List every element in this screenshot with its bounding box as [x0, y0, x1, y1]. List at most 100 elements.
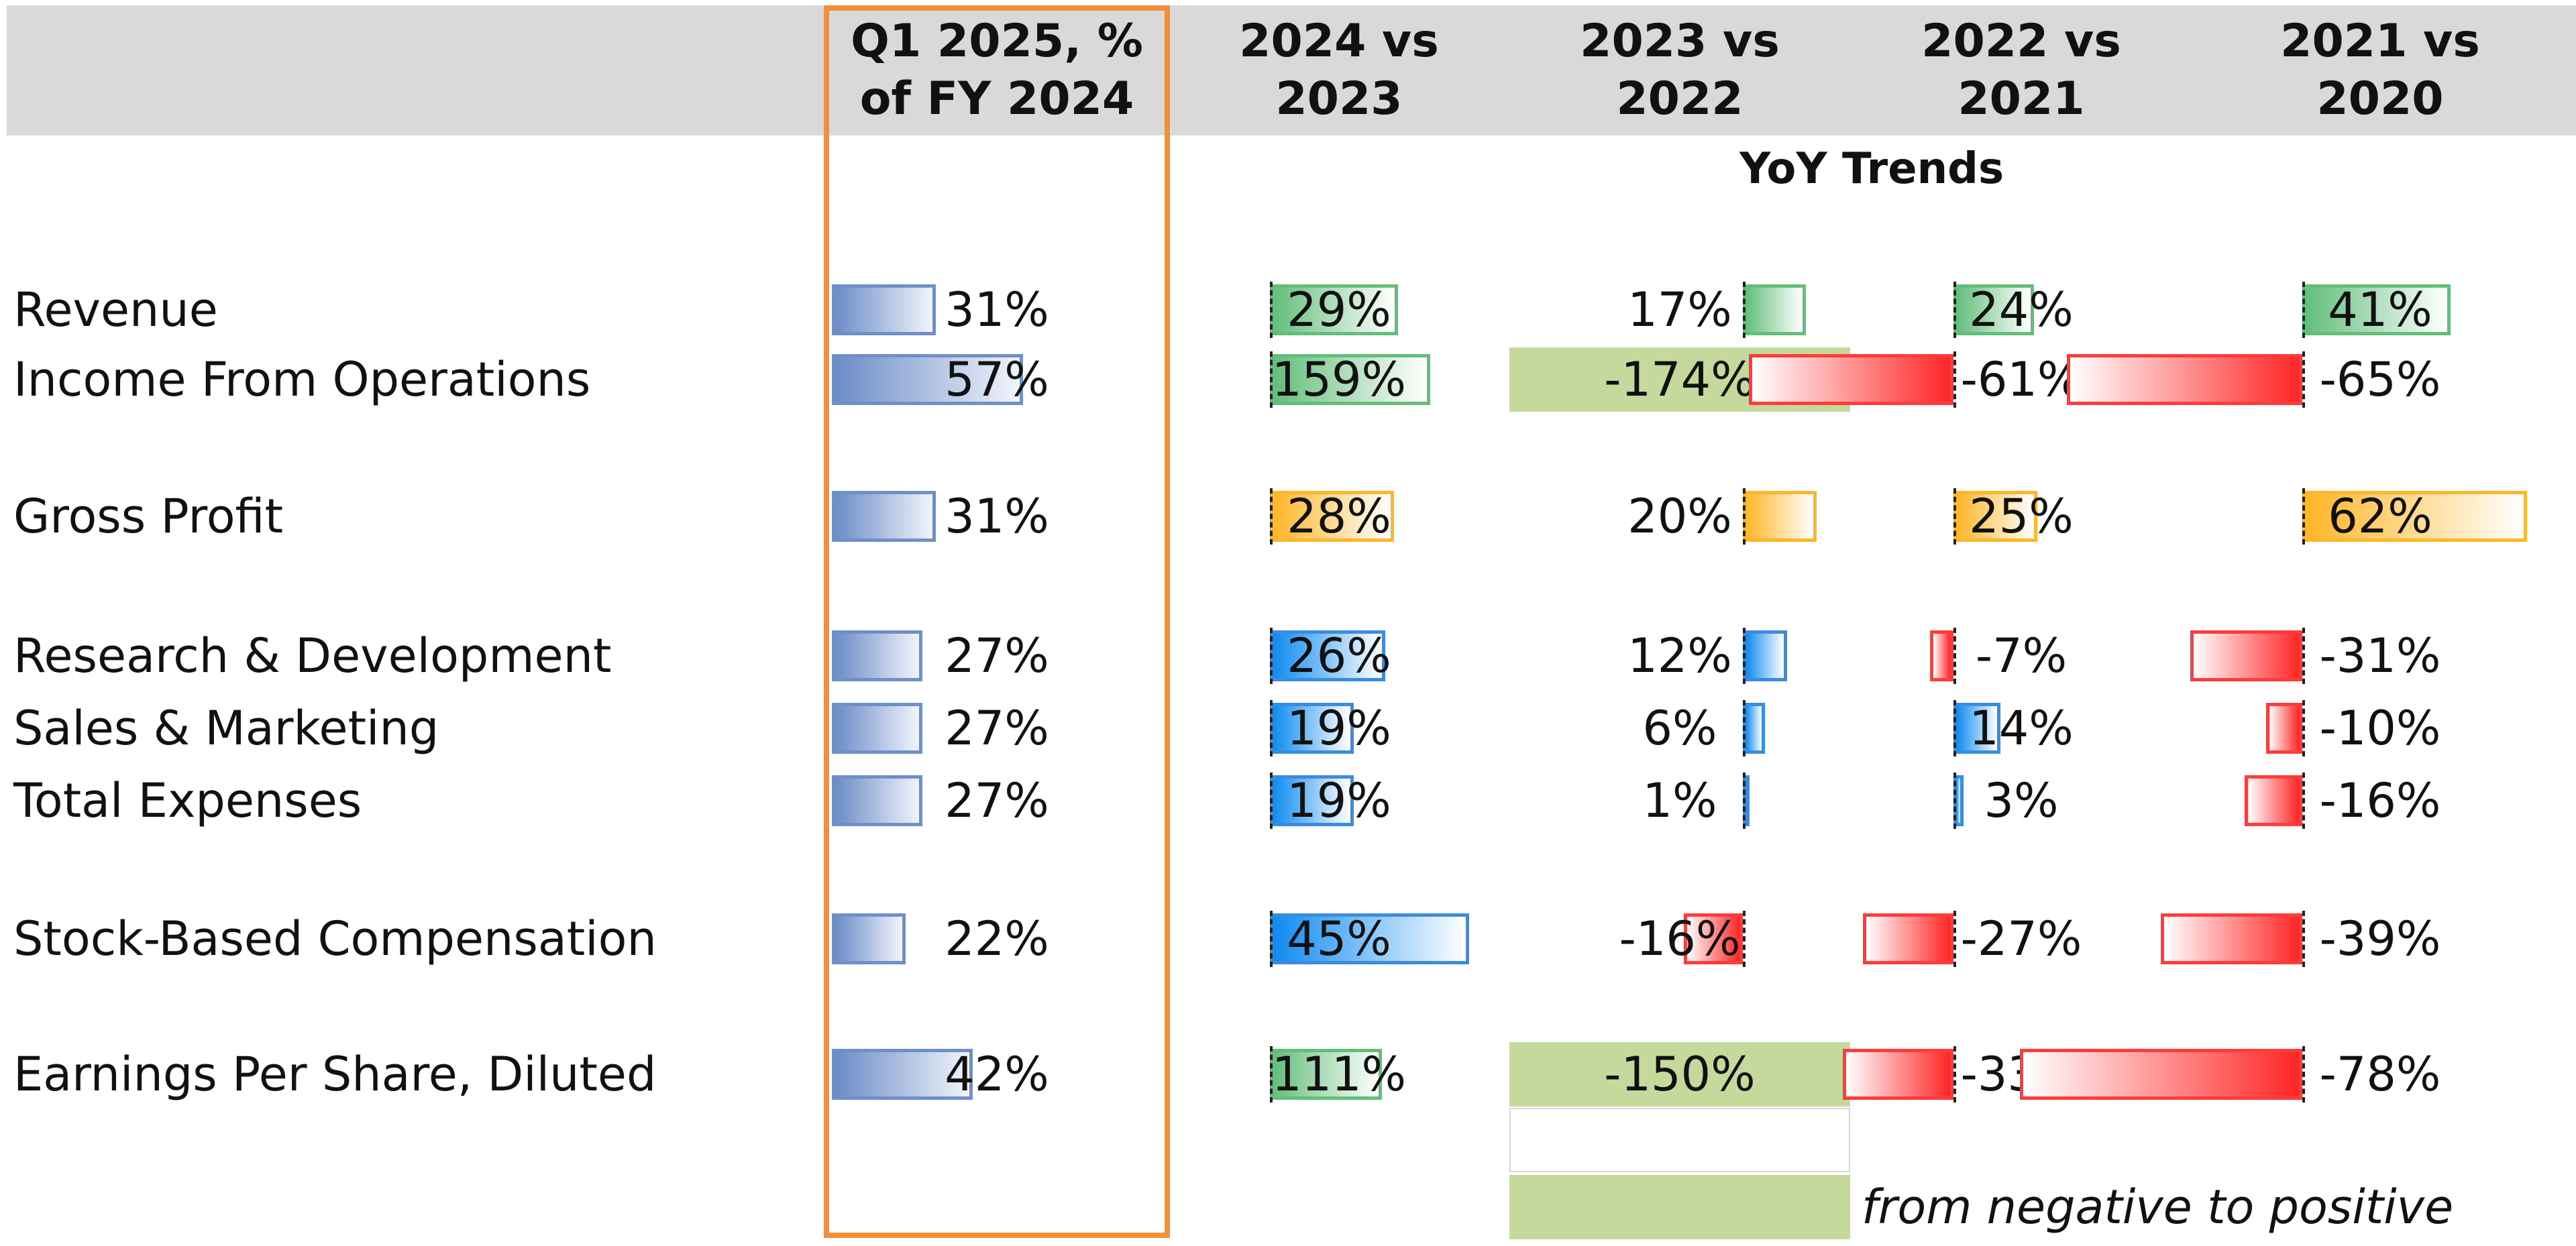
value-y22-stock-based-compensation: -27%	[1960, 911, 2082, 966]
axis-y21-research-development	[2302, 628, 2305, 684]
bar-y23-gross-profit	[1743, 491, 1817, 542]
axis-y23-research-development	[1743, 628, 1746, 684]
row-label-earnings-per-share-diluted: Earnings Per Share, Diluted	[13, 1047, 657, 1102]
value-y24-gross-profit: 28%	[1287, 489, 1391, 544]
bar-y21-revenue	[2302, 284, 2451, 335]
bar-y23-revenue	[1743, 284, 1806, 335]
value-y22-income-from-operations: -61%	[1960, 352, 2082, 407]
value-y23-sales-marketing: 6%	[1642, 701, 1717, 756]
value-y24-stock-based-compensation: 45%	[1287, 911, 1391, 966]
axis-y24-research-development	[1270, 628, 1273, 684]
axis-y22-gross-profit	[1953, 488, 1956, 545]
value-y23-research-development: 12%	[1627, 628, 1732, 683]
bar-y21-total-expenses	[2244, 775, 2302, 826]
value-y22-sales-marketing: 14%	[1969, 701, 2074, 756]
bar-q1-income-from-operations	[832, 354, 1023, 405]
axis-y22-sales-marketing	[1953, 700, 1956, 756]
value-q1-stock-based-compensation: 22%	[945, 911, 1049, 966]
axis-y24-revenue	[1270, 282, 1273, 338]
axis-y21-earnings-per-share-diluted	[2302, 1046, 2305, 1102]
column-header-2022-vs-2021: 2022 vs 2021	[1921, 15, 2121, 125]
value-q1-earnings-per-share-diluted: 42%	[945, 1047, 1049, 1102]
axis-y23-stock-based-compensation	[1743, 911, 1746, 967]
axis-y24-earnings-per-share-diluted	[1270, 1046, 1273, 1102]
bar-y23-sales-marketing	[1743, 703, 1765, 754]
axis-y22-revenue	[1953, 282, 1956, 338]
row-label-sales-marketing: Sales & Marketing	[13, 701, 439, 756]
axis-y23-gross-profit	[1743, 488, 1746, 545]
axis-y24-sales-marketing	[1270, 700, 1273, 756]
value-q1-total-expenses: 27%	[945, 773, 1049, 828]
bar-q1-stock-based-compensation	[832, 913, 906, 964]
axis-y24-total-expenses	[1270, 773, 1273, 829]
axis-y21-total-expenses	[2302, 773, 2305, 829]
column-header-q1-2025: Q1 2025, % of FY 2024	[851, 15, 1143, 125]
axis-y22-earnings-per-share-diluted	[1953, 1046, 1956, 1102]
axis-y23-sales-marketing	[1743, 700, 1746, 756]
value-y21-revenue: 41%	[2328, 282, 2432, 337]
axis-y22-total-expenses	[1953, 773, 1956, 829]
value-y21-sales-marketing: -10%	[2319, 701, 2441, 756]
axis-y24-stock-based-compensation	[1270, 911, 1273, 967]
bar-q1-earnings-per-share-diluted	[832, 1049, 973, 1100]
value-y22-total-expenses: 3%	[1984, 773, 2059, 828]
value-y23-revenue: 17%	[1627, 282, 1732, 337]
bar-y21-stock-based-compensation	[2161, 913, 2302, 964]
value-y21-earnings-per-share-diluted: -78%	[2319, 1047, 2441, 1102]
value-q1-research-development: 27%	[945, 628, 1049, 683]
axis-y23-total-expenses	[1743, 773, 1746, 829]
column-header-2023-vs-2022: 2023 vs 2022	[1580, 15, 1780, 125]
bar-y22-research-development	[1930, 630, 1953, 681]
axis-y22-research-development	[1953, 628, 1956, 684]
row-label-total-expenses: Total Expenses	[13, 773, 362, 828]
value-y23-stock-based-compensation: -16%	[1619, 911, 1741, 966]
value-y22-gross-profit: 25%	[1969, 489, 2074, 544]
axis-y21-income-from-operations	[2302, 351, 2305, 408]
axis-y21-sales-marketing	[2302, 700, 2305, 756]
bar-y22-stock-based-compensation	[1863, 913, 1953, 964]
bar-y21-sales-marketing	[2266, 703, 2302, 754]
bar-y23-stock-based-compensation	[1684, 913, 1743, 964]
column-header-2024-vs-2023: 2024 vs 2023	[1239, 15, 1439, 125]
value-y23-total-expenses: 1%	[1642, 773, 1717, 828]
bar-y21-research-development	[2190, 630, 2302, 681]
bar-q1-total-expenses	[832, 775, 922, 826]
bar-y24-stock-based-compensation	[1270, 913, 1469, 964]
bar-y22-earnings-per-share-diluted	[1843, 1049, 1953, 1100]
bar-y24-earnings-per-share-diluted	[1270, 1049, 1382, 1100]
yoy-trends-title: YoY Trends	[1739, 144, 2004, 194]
bar-y24-income-from-operations	[1270, 354, 1430, 405]
header-band	[7, 5, 2576, 135]
bar-y24-sales-marketing	[1270, 703, 1354, 754]
row-label-stock-based-compensation: Stock-Based Compensation	[13, 911, 657, 966]
axis-y21-revenue	[2302, 282, 2305, 338]
value-y24-revenue: 29%	[1287, 282, 1391, 337]
value-y22-research-development: -7%	[1975, 628, 2068, 683]
axis-y21-stock-based-compensation	[2302, 911, 2305, 967]
value-y24-sales-marketing: 19%	[1287, 701, 1391, 756]
value-y21-stock-based-compensation: -39%	[2319, 911, 2441, 966]
bar-y24-revenue	[1270, 284, 1399, 335]
value-y21-income-from-operations: -65%	[2319, 352, 2441, 407]
row-label-revenue: Revenue	[13, 282, 218, 337]
bar-q1-gross-profit	[832, 491, 936, 542]
axis-y24-income-from-operations	[1270, 351, 1273, 408]
axis-y23-revenue	[1743, 282, 1746, 338]
axis-y22-stock-based-compensation	[1953, 911, 1956, 967]
value-q1-gross-profit: 31%	[945, 489, 1049, 544]
bar-y21-income-from-operations	[2067, 354, 2302, 405]
sign-flip-cell-y23-earnings-per-share-diluted	[1509, 1042, 1850, 1107]
value-y21-gross-profit: 62%	[2328, 489, 2432, 544]
bar-y21-earnings-per-share-diluted	[2019, 1049, 2302, 1100]
row-label-income-from-operations: Income From Operations	[13, 352, 591, 407]
value-q1-revenue: 31%	[945, 282, 1049, 337]
bar-y22-income-from-operations	[1749, 354, 1953, 405]
bar-y24-total-expenses	[1270, 775, 1354, 826]
legend-text: from negative to positive	[1862, 1180, 2454, 1235]
legend-spacer-cell	[1509, 1108, 1850, 1172]
row-label-research-development: Research & Development	[13, 628, 612, 683]
bar-y22-revenue	[1953, 284, 2034, 335]
value-q1-income-from-operations: 57%	[945, 352, 1049, 407]
column-header-2021-vs-2020: 2021 vs 2020	[2280, 15, 2480, 125]
axis-y22-income-from-operations	[1953, 351, 1956, 408]
